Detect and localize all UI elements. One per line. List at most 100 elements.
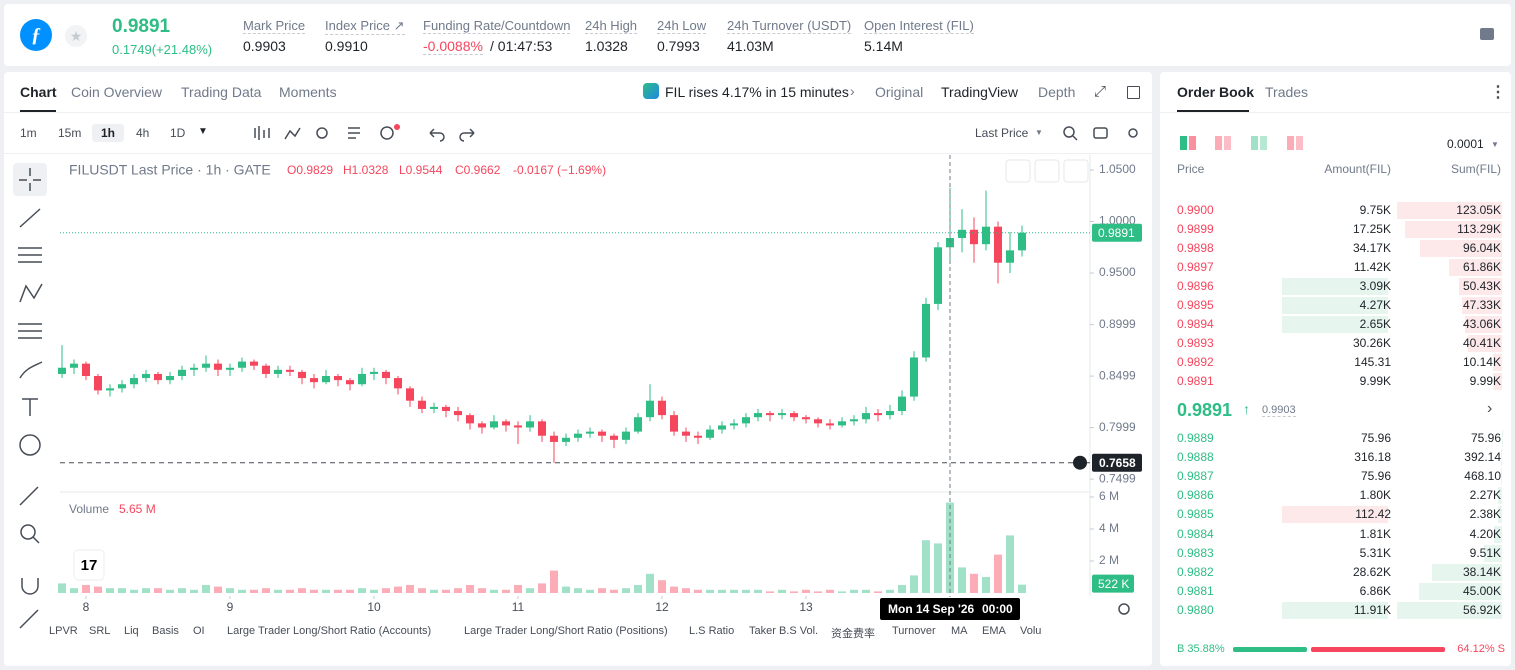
volume-bar <box>910 575 918 593</box>
indicator[interactable]: Large Trader Long/Short Ratio (Positions… <box>464 625 668 637</box>
price-type[interactable]: Last Price <box>975 126 1029 140</box>
indicator[interactable]: Taker B.S Vol. <box>749 625 819 637</box>
volume-bar <box>310 589 318 593</box>
chart-title: FILUSDT Last Price · 1h · GATE <box>69 162 271 178</box>
toolbar-icons <box>13 126 1138 629</box>
chart-tab[interactable]: Coin Overview <box>71 84 163 100</box>
ob-price[interactable]: 0.9889 <box>1177 431 1214 445</box>
indicator[interactable]: MA <box>951 625 968 637</box>
ob-price[interactable]: 0.9881 <box>1177 583 1214 598</box>
dropdown[interactable]: ▼ <box>198 126 208 137</box>
ob-amount: 9.75K <box>1359 203 1391 217</box>
news[interactable]: FIL rises 4.17% in 15 minutes <box>665 84 849 100</box>
ob-mode[interactable] <box>1287 136 1294 150</box>
ob-price[interactable]: 0.9896 <box>1177 279 1214 293</box>
ob-price[interactable]: 0.9898 <box>1177 241 1214 255</box>
mid-chevron[interactable]: › <box>1487 400 1493 417</box>
menu[interactable]: ⋮ <box>1490 84 1506 101</box>
volume-bar <box>106 588 114 593</box>
ob-sum: 50.43K <box>1462 279 1501 293</box>
interval[interactable]: 1m <box>20 126 37 140</box>
view-tab[interactable]: Depth <box>1038 84 1076 100</box>
btn[interactable] <box>1034 159 1060 183</box>
precision[interactable]: 0.0001 <box>1447 137 1484 151</box>
volume-bar <box>970 573 978 593</box>
ob-tab[interactable]: Trades <box>1265 84 1309 100</box>
ob-mode[interactable] <box>1251 136 1258 150</box>
ob-price[interactable]: 0.9891 <box>1177 374 1214 388</box>
indicator[interactable]: OI <box>193 625 205 637</box>
ob-price[interactable]: 0.9886 <box>1177 488 1214 503</box>
ob-price[interactable]: 0.9899 <box>1177 222 1214 236</box>
volume-bar <box>658 580 666 593</box>
indicator[interactable]: Basis <box>152 625 179 637</box>
ob-mode[interactable] <box>1189 136 1196 150</box>
chart-tab[interactable]: Trading Data <box>181 84 262 100</box>
ob-price[interactable]: 0.9885 <box>1177 507 1214 522</box>
volume-bar <box>298 588 306 593</box>
ob-mode[interactable] <box>1180 136 1187 150</box>
ob-price[interactable]: 0.9880 <box>1177 602 1214 617</box>
candle-body <box>646 400 654 418</box>
depth-bar <box>1449 259 1502 276</box>
ob-mode[interactable] <box>1224 136 1231 150</box>
dropdown: ▼ <box>1491 140 1499 149</box>
volume-bar <box>934 543 942 593</box>
ob-sum: 38.14K <box>1462 564 1501 579</box>
notes-icon[interactable] <box>1480 28 1494 40</box>
coin-logo: ƒ <box>20 19 52 51</box>
volume-bar <box>706 589 714 593</box>
ob-price[interactable]: 0.9884 <box>1177 526 1214 541</box>
indicator[interactable]: EMA <box>982 625 1006 637</box>
ob-tab[interactable]: Order Book <box>1177 84 1255 100</box>
volume-bar <box>958 567 966 593</box>
ob-price[interactable]: 0.9883 <box>1177 545 1214 560</box>
volume-bar <box>58 583 66 593</box>
candle-body <box>538 421 546 436</box>
ob-price[interactable]: 0.9888 <box>1177 450 1214 465</box>
ob-price[interactable]: 0.9900 <box>1177 203 1214 217</box>
candle-body <box>874 413 882 416</box>
indicator[interactable]: Volu <box>1020 625 1042 637</box>
btn[interactable] <box>1063 159 1089 183</box>
ob-amount: 1.80K <box>1359 488 1391 503</box>
indicator[interactable]: 资金费率 <box>831 628 875 640</box>
candle-body <box>250 361 258 366</box>
expand-icon[interactable]: ⤢ <box>1094 83 1107 100</box>
indicator[interactable]: L.S Ratio <box>689 625 735 637</box>
candle-body <box>670 415 678 432</box>
view-tab[interactable]: Original <box>875 84 924 100</box>
indicator[interactable]: SRL <box>89 625 111 637</box>
indicator[interactable]: Large Trader Long/Short Ratio (Accounts) <box>227 625 432 637</box>
indicator[interactable]: Liq <box>124 625 139 637</box>
window-icon[interactable] <box>1127 86 1140 99</box>
candle-body <box>370 371 378 374</box>
ob-price[interactable]: 0.9897 <box>1177 260 1214 274</box>
ob-price[interactable]: 0.9887 <box>1177 469 1214 484</box>
ob-price[interactable]: 0.9894 <box>1177 317 1214 331</box>
favorite-star[interactable]: ★ <box>65 25 87 47</box>
badge <box>394 124 400 130</box>
ob-mode[interactable] <box>1260 136 1267 150</box>
interval[interactable]: 1D <box>170 126 186 140</box>
volume-bar <box>1018 584 1026 593</box>
interval[interactable]: 4h <box>136 126 150 140</box>
indicator[interactable]: LPVR <box>49 625 78 637</box>
ob-price[interactable]: 0.9893 <box>1177 336 1214 350</box>
btn[interactable] <box>1005 159 1031 183</box>
vol-tick-label: 2 M <box>1099 553 1119 567</box>
candle-body <box>766 413 774 416</box>
view-tab[interactable]: TradingView <box>941 84 1019 100</box>
chart-tab[interactable]: Moments <box>279 84 337 100</box>
ob-price[interactable]: 0.9882 <box>1177 564 1214 579</box>
indicator[interactable]: Turnover <box>892 625 936 637</box>
ob-price[interactable]: 0.9895 <box>1177 298 1214 312</box>
volume-bar <box>130 589 138 593</box>
ob-mode[interactable] <box>1296 136 1303 150</box>
interval[interactable]: 15m <box>58 126 82 140</box>
ob-price[interactable]: 0.9892 <box>1177 355 1214 369</box>
interval[interactable]: 1h <box>92 124 125 142</box>
chart-tab[interactable]: Chart <box>20 84 57 100</box>
ob-mode[interactable] <box>1215 136 1222 150</box>
candle-body <box>754 413 762 418</box>
